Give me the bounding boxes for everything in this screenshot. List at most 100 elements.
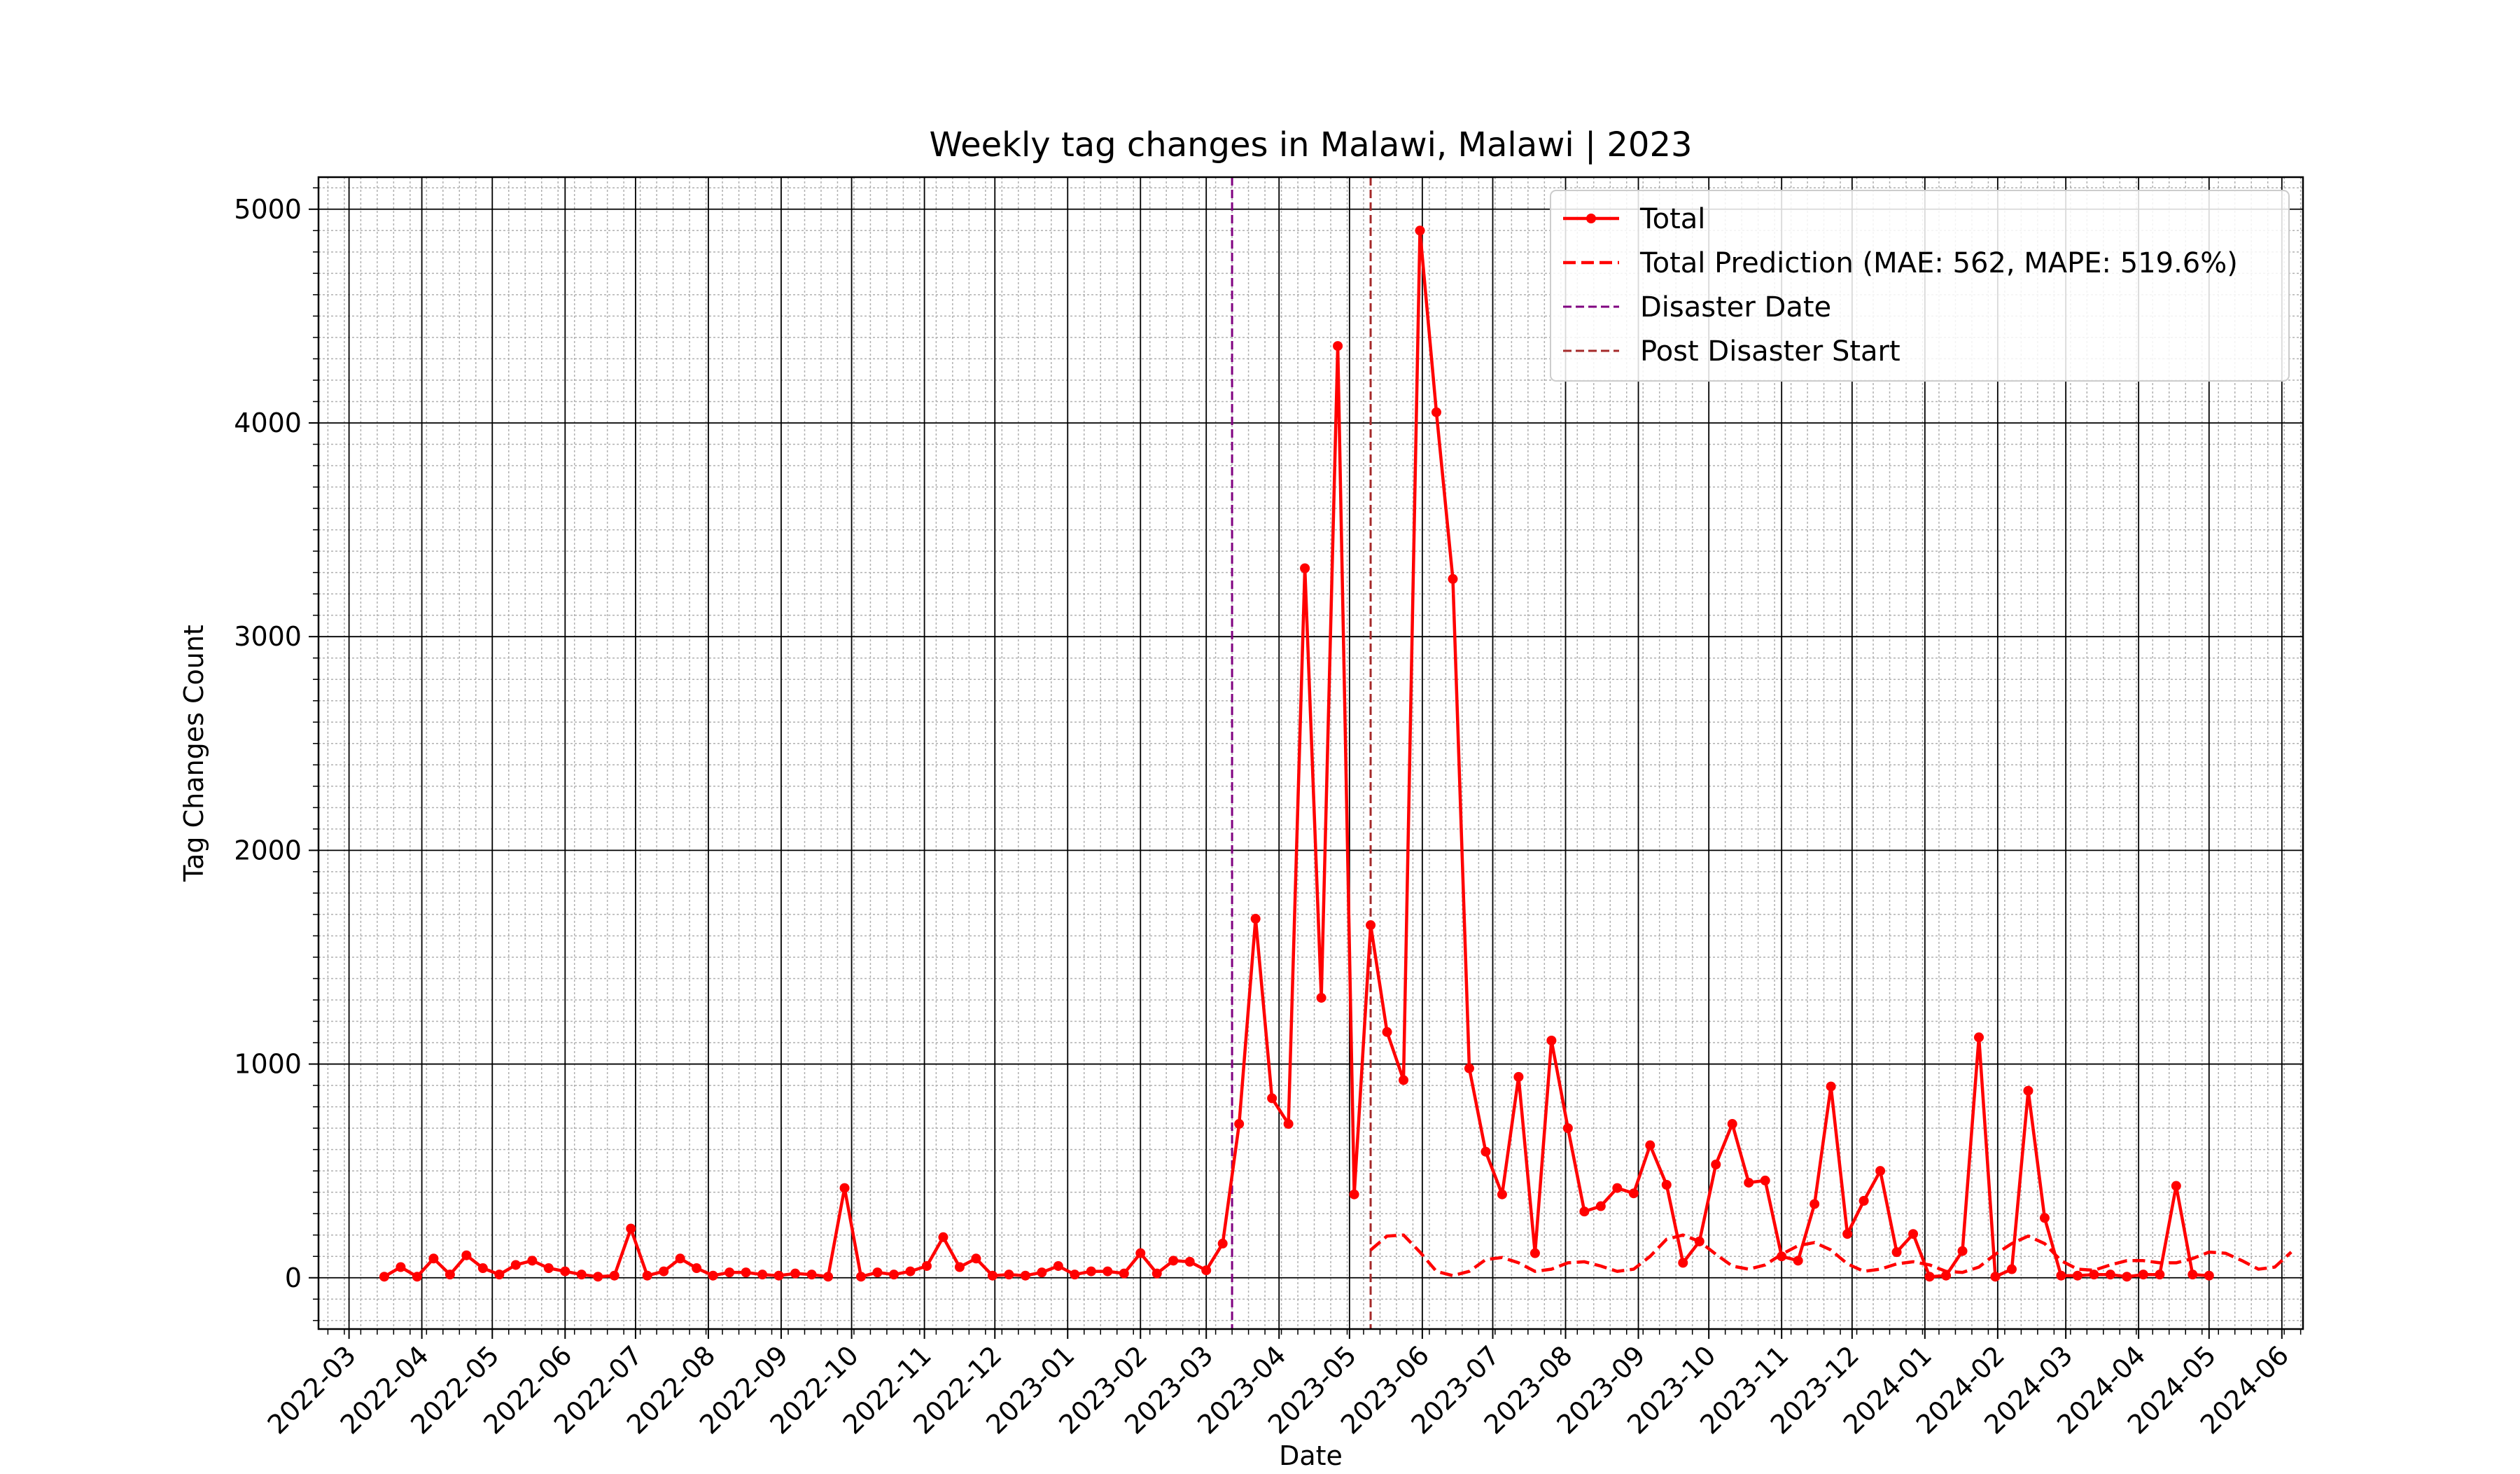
total-point [1497, 1189, 1507, 1200]
total-point [708, 1270, 718, 1281]
total-point [1612, 1183, 1623, 1193]
total-point [494, 1270, 505, 1280]
total-point [1513, 1071, 1524, 1082]
total-point [379, 1272, 389, 1282]
y-tick-label: 2000 [234, 835, 302, 865]
total-point [1842, 1229, 1853, 1239]
y-tick-label: 4000 [234, 408, 302, 438]
total-point [1891, 1247, 1902, 1258]
prediction-line [1369, 1233, 2292, 1277]
total-point [1628, 1188, 1639, 1199]
total-point [1645, 1140, 1656, 1150]
total-point [1399, 1075, 1409, 1085]
total-point [1382, 1027, 1392, 1037]
legend-marker-total [1586, 214, 1596, 223]
total-point [1267, 1093, 1278, 1104]
total-point [1168, 1256, 1179, 1266]
total-point [823, 1272, 834, 1282]
total-point [757, 1270, 768, 1280]
total-point [609, 1270, 620, 1281]
total-point [2122, 1272, 2132, 1282]
major-grid [318, 177, 2303, 1329]
total-point [477, 1263, 488, 1274]
total-point [1908, 1229, 1919, 1239]
legend-label: Disaster Date [1640, 291, 1831, 324]
y-axis-label: Tag Changes Count [178, 625, 209, 882]
total-point [560, 1266, 570, 1277]
total-point [1283, 1119, 1294, 1129]
total-point [396, 1262, 406, 1272]
total-point [1678, 1258, 1688, 1268]
total-point [1562, 1123, 1573, 1134]
total-point [1333, 341, 1343, 352]
total-point [806, 1270, 817, 1280]
total-point [1135, 1248, 1146, 1258]
total-point [1201, 1265, 1212, 1276]
total-point [1579, 1207, 1590, 1217]
total-point [1809, 1199, 1820, 1209]
total-point [692, 1263, 702, 1274]
total-point [1974, 1032, 1984, 1043]
total-point [1004, 1270, 1014, 1280]
total-point [1070, 1270, 1080, 1280]
total-point [1826, 1081, 1836, 1092]
total-point [444, 1270, 455, 1280]
total-line [383, 229, 2209, 1279]
total-point [2188, 1270, 2198, 1280]
total-point [1793, 1256, 1803, 1266]
total-point [954, 1262, 965, 1272]
total-point [1858, 1195, 1869, 1206]
total-point [1250, 914, 1261, 924]
total-point [2105, 1270, 2115, 1280]
total-point [1595, 1201, 1606, 1211]
total-point [1316, 992, 1326, 1003]
total-point [839, 1183, 850, 1193]
total-point [2072, 1270, 2082, 1281]
series-layer [379, 225, 2292, 1282]
total-point [1020, 1270, 1030, 1281]
total-point [1349, 1189, 1359, 1200]
total-point [1217, 1238, 1228, 1249]
total-point [872, 1267, 883, 1278]
total-point [2138, 1270, 2148, 1280]
total-point [1480, 1146, 1491, 1157]
legend-label: Total Prediction (MAE: 562, MAPE: 519.6%… [1639, 247, 2238, 279]
total-point [1086, 1266, 1096, 1277]
total-point [1102, 1266, 1113, 1277]
event-lines [1231, 177, 1372, 1329]
y-tick-label: 5000 [234, 194, 302, 225]
legend-box [1550, 190, 2290, 382]
total-point [1661, 1179, 1672, 1190]
total-point [1366, 920, 1376, 931]
total-point [527, 1256, 538, 1266]
total-point [1924, 1272, 1935, 1282]
chart-title: Weekly tag changes in Malawi, Malawi | 2… [929, 125, 1692, 165]
total-point [938, 1232, 948, 1242]
total-point [1546, 1035, 1557, 1045]
total-point [2039, 1213, 2050, 1223]
total-point [2056, 1270, 2066, 1281]
total-point [1990, 1272, 2001, 1282]
total-point [1464, 1063, 1474, 1073]
total-point [888, 1270, 899, 1280]
total-point [1152, 1268, 1162, 1279]
total-point [724, 1267, 735, 1278]
total-point [905, 1266, 916, 1277]
total-point [1234, 1119, 1245, 1129]
total-point [659, 1266, 669, 1277]
total-point [1777, 1251, 1787, 1262]
plot-frame [317, 176, 2304, 1330]
total-point [1941, 1270, 1952, 1281]
total-point [1957, 1246, 1968, 1256]
legend-label: Post Disaster Start [1640, 335, 1900, 368]
total-point [1727, 1119, 1737, 1129]
total-point [1431, 407, 1441, 417]
total-point [1711, 1160, 1721, 1169]
total-point [675, 1253, 685, 1264]
total-point [1053, 1260, 1063, 1271]
total-point [1415, 225, 1425, 236]
total-point [2006, 1264, 2017, 1274]
total-point [987, 1270, 997, 1281]
